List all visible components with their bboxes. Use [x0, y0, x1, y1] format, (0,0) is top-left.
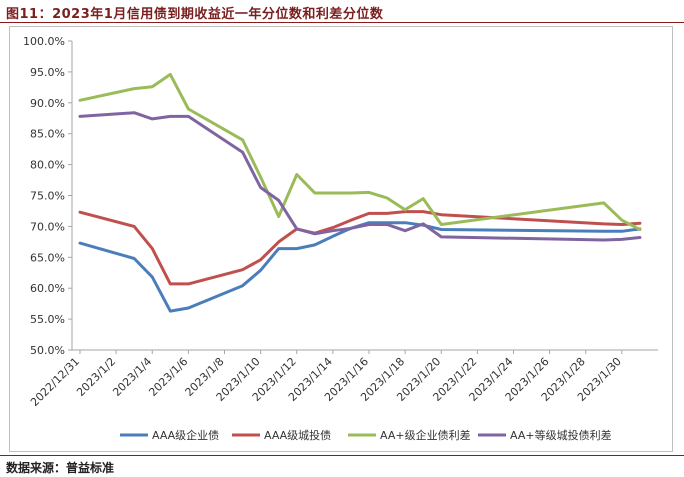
- y-tick-label: 70.0%: [30, 220, 65, 233]
- series-line-4: [78, 111, 642, 242]
- series-line-3: [78, 72, 642, 231]
- y-tick-label: 55.0%: [30, 313, 65, 326]
- figure-title: 图11：2023年1月信用债到期收益近一年分位数和利差分位数: [6, 7, 384, 22]
- legend-label-3: AA+级企业债利差: [380, 428, 471, 442]
- series-line-2: [78, 210, 642, 286]
- x-tick-label: 2022/12/31: [28, 355, 82, 409]
- legend-label-4: AA+等级城投债利差: [510, 428, 612, 442]
- y-tick-label: 100.0%: [23, 35, 65, 48]
- legend-label-2: AAA级城投债: [264, 428, 331, 442]
- y-tick-label: 90.0%: [30, 97, 65, 110]
- chart-frame: 50.0% 55.0% 60.0% 65.0% 70.0% 75.0% 80.0% 85.0%…: [9, 26, 673, 452]
- line-chart: 50.0% 55.0% 60.0% 65.0% 70.0% 75.0% 80.0% 85.0%…: [23, 35, 658, 442]
- y-tick-label: 75.0%: [30, 190, 65, 203]
- title-rule: [0, 22, 684, 23]
- y-tick-label: 80.0%: [30, 159, 65, 172]
- legend-label-1: AAA级企业债: [152, 428, 219, 442]
- series-line-1: [78, 221, 642, 313]
- y-tick-label: 85.0%: [30, 128, 65, 141]
- y-tick-label: 50.0%: [30, 344, 65, 357]
- y-tick-label: 95.0%: [30, 66, 65, 79]
- source-note: 数据来源：普益标准: [6, 461, 115, 475]
- y-tick-label: 60.0%: [30, 282, 65, 295]
- y-tick-label: 65.0%: [30, 251, 65, 264]
- bottom-rule: [0, 455, 684, 456]
